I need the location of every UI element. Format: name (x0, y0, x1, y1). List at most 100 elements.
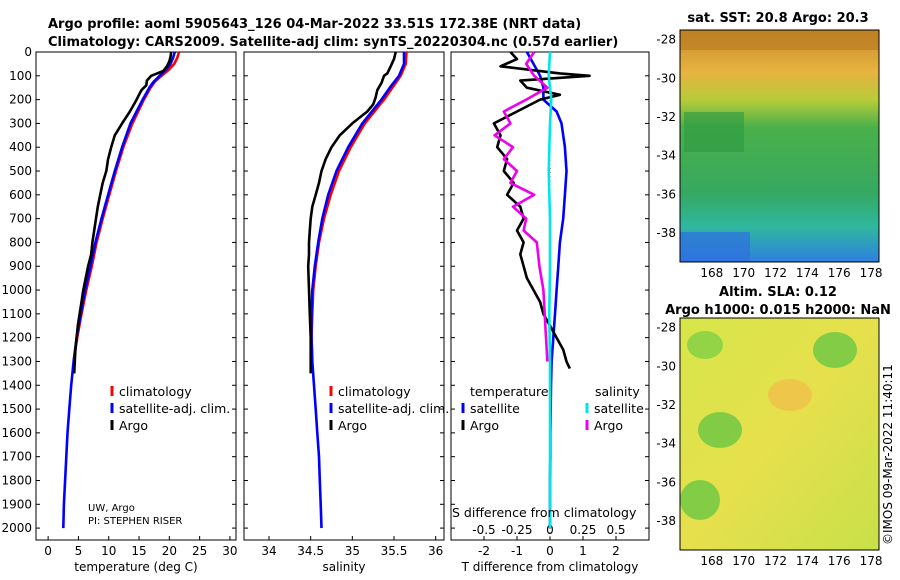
sst-lon-label: 176 (828, 266, 851, 280)
salinity-xtick-label: 34 (261, 544, 276, 558)
legend-satellite-label: satellite-adj. clim. (119, 401, 230, 416)
difference-xtick-label: 0 (546, 544, 554, 558)
sst-lat-label: -30 (656, 71, 676, 85)
legend-salinity-title: salinity (595, 384, 640, 399)
sla-lat-label: -38 (656, 514, 676, 528)
salinity-panel-frame (243, 51, 445, 541)
sla-lat-label: -32 (656, 398, 676, 412)
temperature-panel-frame (35, 51, 237, 541)
sst-lon-label: 170 (732, 266, 755, 280)
depth-tick-label: 900 (9, 259, 32, 273)
depth-tick-label: 1900 (1, 497, 32, 511)
sla-map-title-line2: Argo h1000: 0.015 h2000: NaN (665, 303, 891, 318)
sla-lon-label: 170 (732, 554, 755, 568)
depth-tick-label: 1000 (1, 283, 32, 297)
difference-xtick-label: 2 (612, 544, 620, 558)
sla-map: Altim. SLA: 0.12 Argo h1000: 0.015 h2000… (665, 285, 891, 551)
sst-lat-label: -38 (656, 226, 676, 240)
legend-argo-label: Argo (119, 418, 148, 433)
sst-lat-label: -36 (656, 187, 676, 201)
salinity-xtick-label: 34.5 (297, 544, 324, 558)
sla-lat-label: -30 (656, 359, 676, 373)
temperature-xaxis-label: temperature (deg C) (74, 560, 197, 574)
sst-green-patch (684, 112, 744, 152)
salinity-legend: climatology satellite-adj. clim. Argo (329, 384, 449, 433)
sst-lon-label: 172 (764, 266, 787, 280)
legend-argo-label: Argo (338, 418, 367, 433)
difference-xtick-label: 1 (579, 544, 587, 558)
depth-tick-label: 500 (9, 164, 32, 178)
difference-xaxis-label: T difference from climatology (461, 560, 639, 574)
salinity-xtick-label: 35 (345, 544, 360, 558)
sst-lon-label: 168 (700, 266, 723, 280)
depth-tick-label: 300 (9, 116, 32, 130)
difference-legend: temperature satellite Argo salinity sate… (461, 384, 644, 433)
depth-tick-label: 800 (9, 235, 32, 249)
depth-tick-label: 1300 (1, 354, 32, 368)
temperature-xtick-label: 0 (44, 544, 52, 558)
sst-lon-label: 174 (796, 266, 819, 280)
temperature-xtick-label: 25 (192, 544, 207, 558)
depth-tick-label: 0 (24, 45, 32, 59)
depth-tick-label: 700 (9, 212, 32, 226)
depth-tick-label: 400 (9, 140, 32, 154)
salinity-argo-line (306, 51, 397, 374)
legend-climatology-label: climatology (119, 384, 192, 399)
sst-lon-label: 178 (860, 266, 883, 280)
sla-green-blob (687, 331, 723, 359)
depth-tick-label: 100 (9, 69, 32, 83)
depth-tick-label: 1700 (1, 450, 32, 464)
legend-s-satellite-label: satellite (594, 401, 644, 416)
credit-pi: PI: STEPHEN RISER (88, 516, 182, 527)
legend-temperature-title: temperature (470, 384, 549, 399)
sla-green-blob (813, 332, 857, 368)
s-difference-tick-label: 0.25 (570, 523, 597, 537)
temperature-xtick-label: 10 (101, 544, 116, 558)
sla-lon-label: 176 (828, 554, 851, 568)
s-difference-axis-label: S difference from climatology (452, 505, 637, 520)
temperature-xtick-label: 30 (222, 544, 237, 558)
depth-tick-label: 1400 (1, 378, 32, 392)
depth-tick-label: 2000 (1, 521, 32, 535)
legend-s-argo-label: Argo (594, 418, 623, 433)
temperature-climatology-line (72, 51, 181, 362)
sst-lat-label: -32 (656, 110, 676, 124)
difference-t-argo-line (492, 51, 591, 370)
temperature-xtick-label: 15 (131, 544, 146, 558)
s-difference-tick-label: -0.5 (472, 523, 495, 537)
sla-lon-label: 178 (860, 554, 883, 568)
sla-lon-label: 168 (700, 554, 723, 568)
depth-tick-label: 200 (9, 93, 32, 107)
sst-map: sat. SST: 20.8 Argo: 20.3 (679, 11, 880, 263)
depth-tick-label: 1600 (1, 426, 32, 440)
sla-yellow-blob (768, 379, 812, 411)
figure-title-line2: Climatology: CARS2009. Satellite-adj cli… (48, 35, 618, 50)
temperature-xtick-label: 20 (162, 544, 177, 558)
sla-lat-label: -34 (656, 437, 676, 451)
sst-warm-patch (680, 30, 879, 50)
legend-satellite-label: satellite-adj. clim. (338, 401, 449, 416)
sla-lat-label: -28 (656, 321, 676, 335)
depth-tick-label: 1100 (1, 307, 32, 321)
sla-lon-label: 174 (796, 554, 819, 568)
salinity-xtick-label: 36 (428, 544, 443, 558)
legend-t-satellite-label: satellite (470, 401, 520, 416)
sst-map-frame (679, 29, 880, 263)
sst-lat-label: -34 (656, 149, 676, 163)
imos-watermark: ©IMOS 09-Mar-2022 11:40:11 (881, 364, 895, 545)
salinity-xaxis-label: salinity (322, 560, 365, 574)
salinity-xtick-label: 35.5 (381, 544, 408, 558)
temperature-argo-line (72, 51, 173, 374)
sla-green-blob (680, 480, 720, 520)
s-difference-tick-label: 0.5 (606, 523, 625, 537)
s-difference-tick-label: 0 (546, 523, 554, 537)
depth-tick-label: 1500 (1, 402, 32, 416)
figure-title-line1: Argo profile: aoml 5905643_126 04-Mar-20… (48, 17, 581, 32)
difference-s-satellite-line (547, 51, 553, 529)
legend-t-argo-label: Argo (470, 418, 499, 433)
sla-lon-label: 172 (764, 554, 787, 568)
difference-s-argo-line (493, 51, 549, 362)
credit-institution: UW, Argo (88, 503, 135, 514)
difference-xtick-label: -1 (511, 544, 523, 558)
